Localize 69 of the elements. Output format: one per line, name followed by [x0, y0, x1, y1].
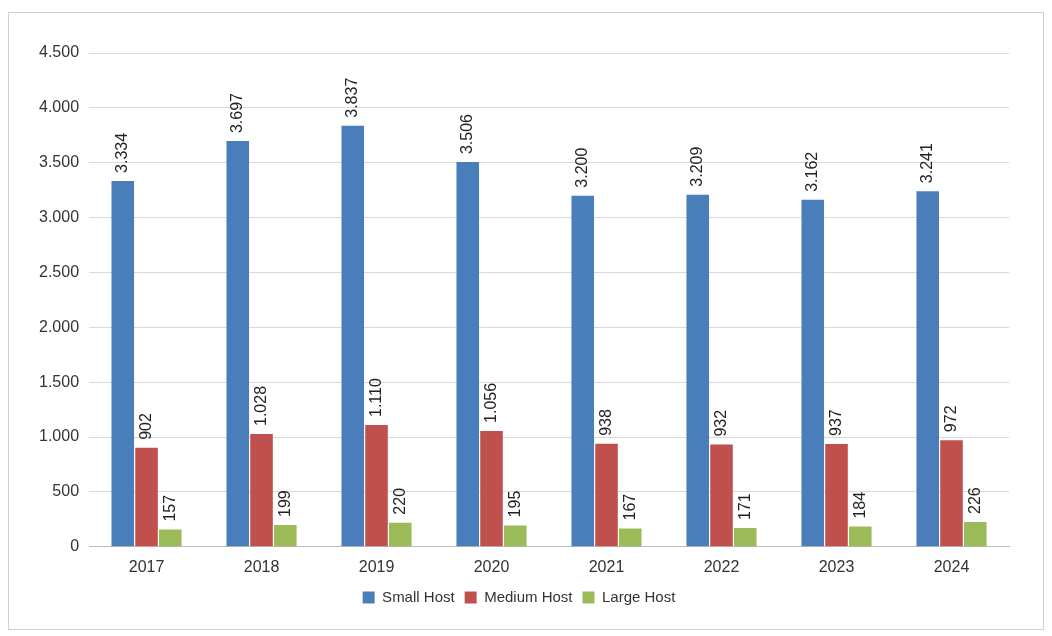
x-tick-label: 2021 [588, 557, 625, 575]
legend-label: Large Host [602, 587, 677, 605]
data-label: 3.241 [918, 143, 936, 184]
bar [250, 433, 273, 547]
bar [456, 162, 480, 547]
bar [226, 141, 250, 547]
data-label: 1.110 [366, 378, 384, 417]
bar [733, 528, 757, 547]
bar [341, 125, 365, 547]
x-tick-label: 2018 [243, 557, 280, 575]
bar [480, 430, 503, 547]
bar [963, 522, 987, 547]
data-label: 3.209 [688, 146, 706, 187]
bar [504, 525, 527, 547]
data-label: 167 [620, 493, 638, 521]
data-label: 3.334 [113, 132, 131, 173]
y-tick-label: 3.500 [38, 153, 80, 171]
data-label: 3.506 [458, 113, 476, 155]
bar [159, 529, 182, 547]
bar [111, 180, 135, 547]
y-tick-label: 2.500 [38, 262, 80, 280]
y-tick-label: 4.500 [38, 43, 80, 61]
data-label: 195 [505, 490, 523, 518]
bar [686, 194, 710, 547]
data-label: 938 [596, 409, 614, 436]
legend-label: Medium Host [484, 587, 574, 605]
bar [595, 443, 618, 547]
bar [365, 425, 388, 547]
bar [571, 195, 595, 547]
x-tick-label: 2022 [703, 557, 740, 575]
y-tick-label: 500 [52, 482, 80, 500]
bar [940, 440, 963, 547]
y-tick-label: 0 [70, 537, 80, 555]
bar [916, 191, 940, 547]
data-label: 157 [160, 494, 178, 522]
data-label: 220 [390, 487, 408, 515]
data-label: 3.837 [343, 77, 361, 118]
x-tick-label: 2023 [818, 557, 855, 575]
data-label: 3.162 [803, 151, 821, 192]
data-label: 1.028 [251, 385, 269, 426]
x-tick-label: 2017 [128, 557, 165, 575]
data-label: 171 [735, 493, 753, 521]
data-label: 972 [941, 405, 959, 433]
data-label: 902 [136, 413, 154, 440]
legend-label: Small Host [382, 587, 456, 605]
y-tick-label: 4.000 [38, 98, 80, 116]
y-tick-label: 2.000 [38, 317, 80, 335]
data-label: 932 [711, 409, 729, 437]
x-tick-label: 2019 [358, 557, 395, 575]
data-label: 3.697 [228, 92, 246, 134]
data-label: 1.056 [481, 382, 499, 423]
bar [801, 199, 825, 547]
bar [825, 443, 848, 547]
bar [710, 444, 733, 547]
data-label: 226 [965, 487, 983, 514]
x-tick-label: 2020 [473, 557, 510, 575]
bar [389, 522, 412, 547]
x-tick-label: 2024 [933, 557, 970, 575]
y-tick-label: 3.000 [38, 208, 80, 226]
bar [135, 447, 158, 547]
bar [274, 524, 297, 547]
data-label: 937 [826, 409, 844, 436]
data-label: 3.200 [573, 147, 591, 188]
y-tick-label: 1.000 [38, 427, 80, 445]
data-label: 199 [275, 490, 293, 517]
bar [618, 528, 642, 547]
data-label: 184 [850, 491, 868, 519]
bar [848, 526, 872, 547]
y-tick-label: 1.500 [38, 372, 80, 390]
